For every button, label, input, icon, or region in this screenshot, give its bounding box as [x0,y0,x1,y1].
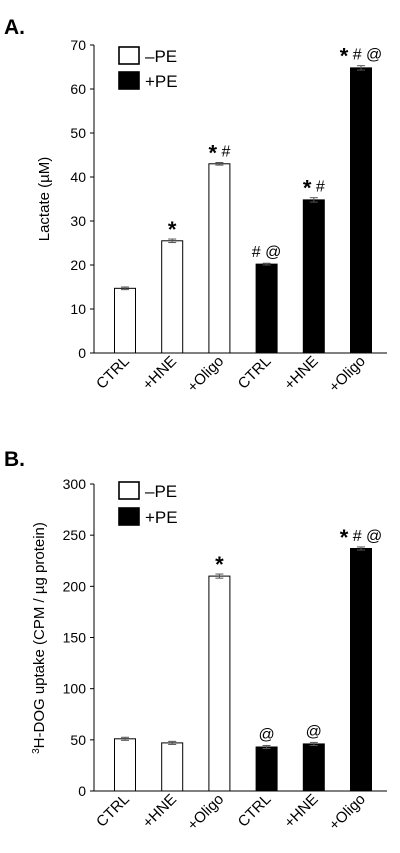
category-label-plus-pe-oligo: +Oligo [326,791,369,834]
category-label-plus-pe-oligo: +Oligo [326,353,369,396]
category-label-minus-pe-oligo: +Oligo [184,353,227,396]
category-labels-a: CTRL +HNE +Oligo CTRL +HNE +Oligo [93,353,369,396]
error-bar-plus-pe-hne [309,741,318,746]
y-ticks-b: 0 50 100 150 200 250 300 [63,476,94,799]
y-tick-label: 100 [63,681,87,697]
y-axis-label-a: Lactate (µM) [36,157,53,242]
y-tick-label: 10 [70,301,86,317]
significance-marker-plus-pe-hne: @ [306,723,322,740]
y-tick-label: 0 [78,345,86,361]
y-tick-label: 60 [70,81,86,97]
category-labels-b: CTRL +HNE +Oligo CTRL +HNE +Oligo [93,791,369,834]
y-axis-label-b: 3H-DOG uptake (CPM / µg protein) [31,522,49,754]
y-ticks-a: 0 10 20 30 40 50 60 70 [70,37,94,361]
y-tick-label: 200 [63,578,87,594]
significance-a: * * # # @ * # * # @ [168,44,382,262]
error-bar-plus-pe-ctrl [262,262,271,266]
y-tick-label: 70 [70,37,86,53]
category-label-plus-pe-ctrl: CTRL [235,791,275,831]
category-label-minus-pe-ctrl: CTRL [93,791,133,831]
legend-b: –PE +PE [118,481,178,527]
legend-label-plus-pe: +PE [145,72,178,91]
significance-marker-minus-pe-oligo: * [215,552,224,577]
bar-plus-pe-hne [302,743,325,792]
error-bar-minus-pe-ctrl [121,736,129,741]
bar-plus-pe-ctrl [255,746,278,792]
significance-marker-plus-pe-ctrl: # @ [252,244,282,261]
y-tick-label: 50 [70,732,86,748]
legend-label-plus-pe: +PE [145,508,178,527]
legend-swatch-plus-pe [118,71,140,90]
category-label-plus-pe-ctrl: CTRL [235,353,275,393]
legend-swatch-minus-pe [118,46,140,65]
panel-label-b: B. [4,448,25,471]
y-tick-label: 30 [70,213,86,229]
significance-marker-minus-pe-hne: * [168,217,177,242]
y-tick-label: 300 [63,476,87,492]
category-label-plus-pe-hne: +HNE [281,353,322,394]
significance-marker-plus-pe-hne: * # [303,176,325,201]
y-tick-label: 50 [70,125,86,141]
bars-b [114,546,372,792]
category-label-minus-pe-hne: +HNE [139,791,180,832]
bar-minus-pe-ctrl [114,738,136,792]
significance-b: * @ @ * # @ [215,525,382,744]
significance-marker-plus-pe-oligo: * # @ [340,525,383,550]
y-axis-label-b-text: H-DOG uptake (CPM / µg protein) [31,522,48,748]
error-bar-minus-pe-oligo [215,573,224,579]
legend-label-minus-pe: –PE [145,482,177,501]
error-bar-minus-pe-hne [168,740,177,745]
legend-swatch-minus-pe [118,481,140,500]
panel-b: B. 3H-DOG uptake (CPM / µg protein) 0 50 1… [4,448,387,834]
bar-minus-pe-ctrl [114,287,136,354]
significance-marker-minus-pe-oligo: * # [208,140,230,165]
error-bar-plus-pe-ctrl [262,744,271,750]
category-label-minus-pe-ctrl: CTRL [93,353,133,393]
significance-marker-plus-pe-ctrl: @ [258,726,274,743]
bars-a [114,65,372,354]
error-bar-plus-pe-oligo [357,546,365,551]
error-bar-plus-pe-oligo [357,65,365,71]
bar-plus-pe-ctrl [255,263,278,354]
y-tick-label: 0 [78,783,86,799]
bar-minus-pe-hne [161,240,184,354]
bar-minus-pe-hne [161,742,184,792]
error-bar-plus-pe-hne [309,197,318,203]
legend-label-minus-pe: –PE [145,47,177,66]
y-tick-label: 250 [63,527,87,543]
category-label-minus-pe-hne: +HNE [139,353,180,394]
bar-plus-pe-oligo [350,547,372,792]
error-bar-minus-pe-ctrl [121,286,129,291]
bar-minus-pe-oligo [208,163,231,354]
category-label-plus-pe-hne: +HNE [281,791,322,832]
bar-minus-pe-oligo [208,575,231,792]
y-axis-label-b-superscript: 3 [31,748,42,754]
legend-a: –PE +PE [118,46,178,91]
y-tick-label: 20 [70,257,86,273]
category-label-minus-pe-oligo: +Oligo [184,791,227,834]
legend-swatch-plus-pe [118,507,140,526]
panel-label-a: A. [4,16,25,39]
error-bar-minus-pe-oligo [215,161,224,166]
bar-plus-pe-oligo [350,67,372,354]
error-bar-minus-pe-hne [168,238,177,244]
significance-marker-plus-pe-oligo: * # @ [340,44,383,69]
y-tick-label: 150 [63,630,87,646]
axes-a [93,45,387,354]
y-tick-label: 40 [70,169,86,185]
bar-plus-pe-hne [302,199,325,354]
